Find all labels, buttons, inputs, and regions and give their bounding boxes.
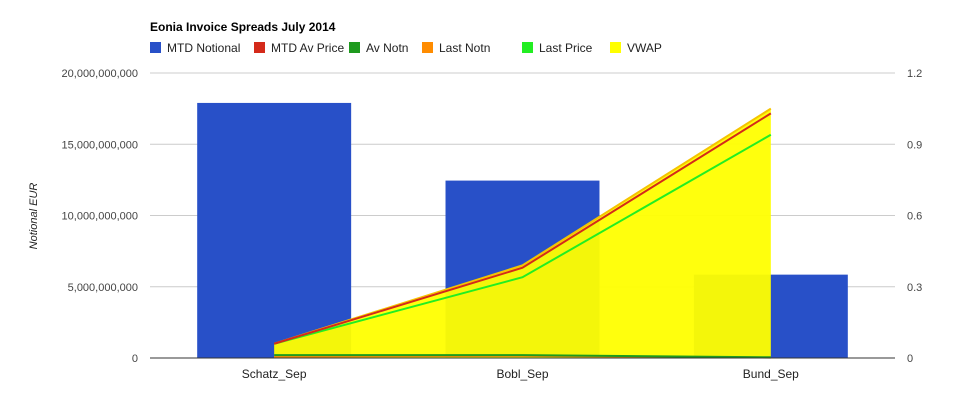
line-mtd-av-price: [273, 112, 772, 345]
line-last-price: [273, 133, 772, 345]
legend-label-last-notn: Last Notn: [439, 41, 490, 55]
lines: [273, 112, 772, 359]
legend-swatch-av-notn: [349, 42, 360, 53]
y2-tick-label: 0.9: [907, 139, 922, 151]
y2-tick-label: 0.3: [907, 282, 922, 294]
y-tick-label: 20,000,000,000: [62, 68, 138, 80]
legend-swatch-last-notn: [422, 42, 433, 53]
x-tick-label: Schatz_Sep: [242, 367, 307, 381]
chart-title: Eonia Invoice Spreads July 2014: [150, 20, 336, 34]
y2-tick-label: 0: [907, 353, 913, 365]
y-axis-left: 0 5,000,000,000 10,000,000,000 15,000,000,0…: [62, 68, 138, 365]
y-tick-label: 5,000,000,000: [68, 282, 138, 294]
legend-label-mtd-av-price: MTD Av Price: [271, 41, 344, 55]
y-axis-right: 0 0.3 0.6 0.9 1.2: [907, 68, 922, 365]
y2-tick-label: 0.6: [907, 211, 922, 223]
legend-swatch-vwap: [610, 42, 621, 53]
area-vwap: [274, 108, 771, 358]
legend-label-last-price: Last Price: [539, 41, 593, 55]
y-axis-label: Notional EUR: [28, 183, 40, 250]
legend-label-av-notn: Av Notn: [366, 41, 408, 55]
y-tick-label: 15,000,000,000: [62, 139, 138, 151]
bar-mtd-notional: [197, 102, 352, 358]
y-tick-label: 10,000,000,000: [62, 211, 138, 223]
x-tick-label: Bobl_Sep: [496, 367, 548, 381]
y-tick-label: 0: [132, 353, 138, 365]
legend-swatch-mtd-av-price: [254, 42, 265, 53]
legend-swatch-mtd-notional: [150, 42, 161, 53]
x-axis: Schatz_Sep Bobl_Sep Bund_Sep: [150, 357, 895, 381]
legend-swatch-last-price: [522, 42, 533, 53]
y2-tick-label: 1.2: [907, 68, 922, 80]
line-av-notn: [274, 354, 771, 359]
legend-label-mtd-notional: MTD Notional: [167, 41, 240, 55]
legend-label-vwap: VWAP: [627, 41, 662, 55]
legend: MTD Notional MTD Av Price Av Notn Last Notn…: [150, 41, 662, 55]
x-tick-label: Bund_Sep: [743, 367, 799, 381]
